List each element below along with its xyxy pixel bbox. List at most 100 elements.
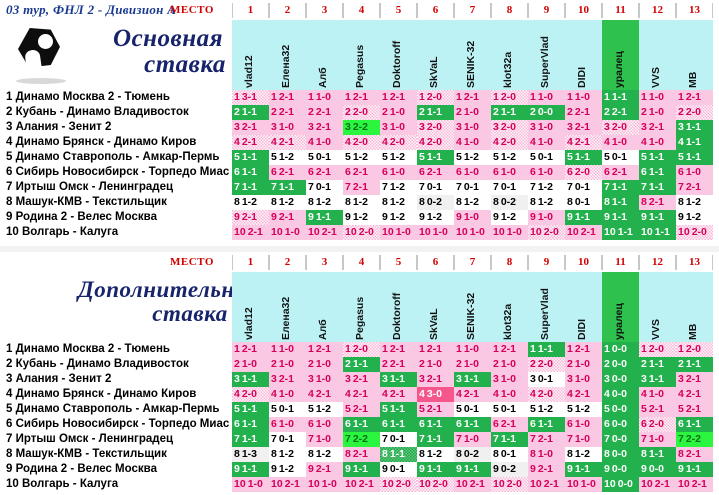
prediction-cell[interactable]: 6 1-1 (528, 417, 565, 432)
prediction-cell[interactable]: 8 1-2 (343, 195, 380, 210)
prediction-cell[interactable]: 6 2-1 (491, 417, 528, 432)
prediction-cell[interactable]: 3 1-0 (528, 120, 565, 135)
prediction-cell[interactable]: 10 1-0 (565, 477, 602, 492)
player-header-Алб[interactable]: Алб (306, 272, 343, 342)
prediction-cell[interactable]: 4 2-0 (491, 135, 528, 150)
prediction-cell[interactable]: 3 1-1 (380, 372, 417, 387)
prediction-cell[interactable]: 8 0-1 (491, 447, 528, 462)
prediction-cell[interactable]: 4 2-1 (306, 387, 343, 402)
prediction-cell[interactable]: 6 2-0 (639, 417, 676, 432)
prediction-cell[interactable]: 9 1-1 (232, 462, 269, 477)
prediction-cell[interactable]: 7 0-1 (491, 180, 528, 195)
prediction-cell[interactable]: 3 2-0 (491, 120, 528, 135)
prediction-cell[interactable]: 1 2-0 (676, 342, 713, 357)
prediction-cell[interactable]: 6 1-1 (676, 417, 713, 432)
prediction-cell[interactable]: 3 2-1 (306, 120, 343, 135)
prediction-cell[interactable]: 5 1-1 (380, 402, 417, 417)
prediction-cell[interactable]: 9 0-0 (639, 462, 676, 477)
prediction-cell[interactable]: 10 2-1 (343, 477, 380, 492)
prediction-cell[interactable]: 10 2-0 (676, 225, 713, 240)
prediction-cell[interactable]: 10 2-1 (232, 225, 269, 240)
player-header-SkVaL[interactable]: SkVaL (417, 20, 454, 90)
prediction-cell[interactable]: 5 2-1 (417, 402, 454, 417)
prediction-cell[interactable]: 10 2-1 (639, 477, 676, 492)
prediction-cell[interactable]: 10 1-0 (491, 225, 528, 240)
player-header-уралец[interactable]: уралец (602, 272, 639, 342)
prediction-cell[interactable]: 1 1-0 (269, 342, 306, 357)
prediction-cell[interactable]: 4 2-1 (676, 387, 713, 402)
prediction-cell[interactable]: 4 1-0 (639, 135, 676, 150)
prediction-cell[interactable]: 3 1-0 (269, 120, 306, 135)
prediction-cell[interactable]: 5 0-1 (269, 402, 306, 417)
prediction-cell[interactable]: 3 1-0 (380, 120, 417, 135)
prediction-cell[interactable]: 1 2-1 (343, 90, 380, 105)
prediction-cell[interactable]: 2 1-0 (417, 357, 454, 372)
prediction-cell[interactable]: 10 1-0 (417, 225, 454, 240)
prediction-cell[interactable]: 7 1-0 (639, 432, 676, 447)
player-header-SENIK-32[interactable]: SENIK-32 (454, 20, 491, 90)
prediction-cell[interactable]: 1 2-1 (380, 90, 417, 105)
prediction-cell[interactable]: 8 1-2 (454, 195, 491, 210)
prediction-cell[interactable]: 2 1-1 (232, 105, 269, 120)
prediction-cell[interactable]: 1 2-1 (565, 342, 602, 357)
prediction-cell[interactable]: 7 1-0 (454, 432, 491, 447)
player-header-Pegasus[interactable]: Pegasus (343, 272, 380, 342)
prediction-cell[interactable]: 9 1-2 (269, 462, 306, 477)
prediction-cell[interactable]: 7 1-0 (565, 432, 602, 447)
prediction-cell[interactable]: 10 2-1 (676, 477, 713, 492)
prediction-cell[interactable]: 4 3-0 (417, 387, 454, 402)
prediction-cell[interactable]: 5 1-2 (528, 402, 565, 417)
player-header-DIDI[interactable]: DIDI (565, 272, 602, 342)
prediction-cell[interactable]: 8 1-2 (528, 195, 565, 210)
prediction-cell[interactable]: 5 1-2 (269, 150, 306, 165)
prediction-cell[interactable]: 8 1-3 (232, 447, 269, 462)
prediction-cell[interactable]: 5 1-1 (232, 150, 269, 165)
prediction-cell[interactable]: 4 2-1 (565, 135, 602, 150)
prediction-cell[interactable]: 3 2-0 (602, 120, 639, 135)
prediction-cell[interactable]: 2 1-1 (639, 357, 676, 372)
prediction-cell[interactable]: 5 1-2 (565, 402, 602, 417)
prediction-cell[interactable]: 8 2-1 (676, 447, 713, 462)
prediction-cell[interactable]: 5 1-1 (232, 402, 269, 417)
prediction-cell[interactable]: 3 0-1 (528, 372, 565, 387)
prediction-cell[interactable]: 4 1-0 (306, 135, 343, 150)
prediction-cell[interactable]: 5 1-1 (676, 150, 713, 165)
prediction-cell[interactable]: 10 1-0 (380, 225, 417, 240)
prediction-cell[interactable]: 5 0-1 (602, 150, 639, 165)
prediction-cell[interactable]: 9 1-1 (565, 462, 602, 477)
prediction-cell[interactable]: 8 0-2 (454, 447, 491, 462)
prediction-cell[interactable]: 3 2-0 (417, 120, 454, 135)
prediction-cell[interactable]: 4 2-1 (380, 387, 417, 402)
prediction-cell[interactable]: 2 2-1 (306, 105, 343, 120)
prediction-cell[interactable]: 1 2-0 (639, 342, 676, 357)
prediction-cell[interactable]: 4 2-0 (232, 387, 269, 402)
prediction-cell[interactable]: 8 1-2 (417, 447, 454, 462)
prediction-cell[interactable]: 2 1-0 (565, 357, 602, 372)
player-header-SkVaL[interactable]: SkVaL (417, 272, 454, 342)
prediction-cell[interactable]: 6 1-1 (639, 165, 676, 180)
prediction-cell[interactable]: 6 2-1 (343, 165, 380, 180)
prediction-cell[interactable]: 3 1-0 (454, 120, 491, 135)
prediction-cell[interactable]: 6 1-1 (417, 417, 454, 432)
prediction-cell[interactable]: 2 1-1 (417, 105, 454, 120)
prediction-cell[interactable]: 2 1-0 (454, 105, 491, 120)
prediction-cell[interactable]: 2 1-0 (380, 105, 417, 120)
prediction-cell[interactable]: 7 1-1 (639, 180, 676, 195)
prediction-cell[interactable]: 6 1-0 (306, 417, 343, 432)
prediction-cell[interactable]: 6 1-1 (232, 417, 269, 432)
prediction-cell[interactable]: 9 0-2 (491, 462, 528, 477)
prediction-cell[interactable]: 8 1-2 (380, 195, 417, 210)
prediction-cell[interactable]: 1 1-0 (639, 90, 676, 105)
prediction-cell[interactable]: 9 1-1 (639, 210, 676, 225)
prediction-cell[interactable]: 2 0-0 (528, 105, 565, 120)
prediction-cell[interactable]: 6 1-1 (343, 417, 380, 432)
prediction-cell[interactable]: 5 1-2 (454, 150, 491, 165)
prediction-cell[interactable]: 10 2-0 (380, 477, 417, 492)
prediction-cell[interactable]: 4 2-0 (528, 387, 565, 402)
prediction-cell[interactable]: 6 1-0 (565, 417, 602, 432)
prediction-cell[interactable]: 4 1-0 (602, 135, 639, 150)
prediction-cell[interactable]: 10 1-1 (602, 225, 639, 240)
prediction-cell[interactable]: 5 0-1 (454, 402, 491, 417)
prediction-cell[interactable]: 9 0-1 (380, 462, 417, 477)
prediction-cell[interactable]: 3 1-0 (306, 372, 343, 387)
